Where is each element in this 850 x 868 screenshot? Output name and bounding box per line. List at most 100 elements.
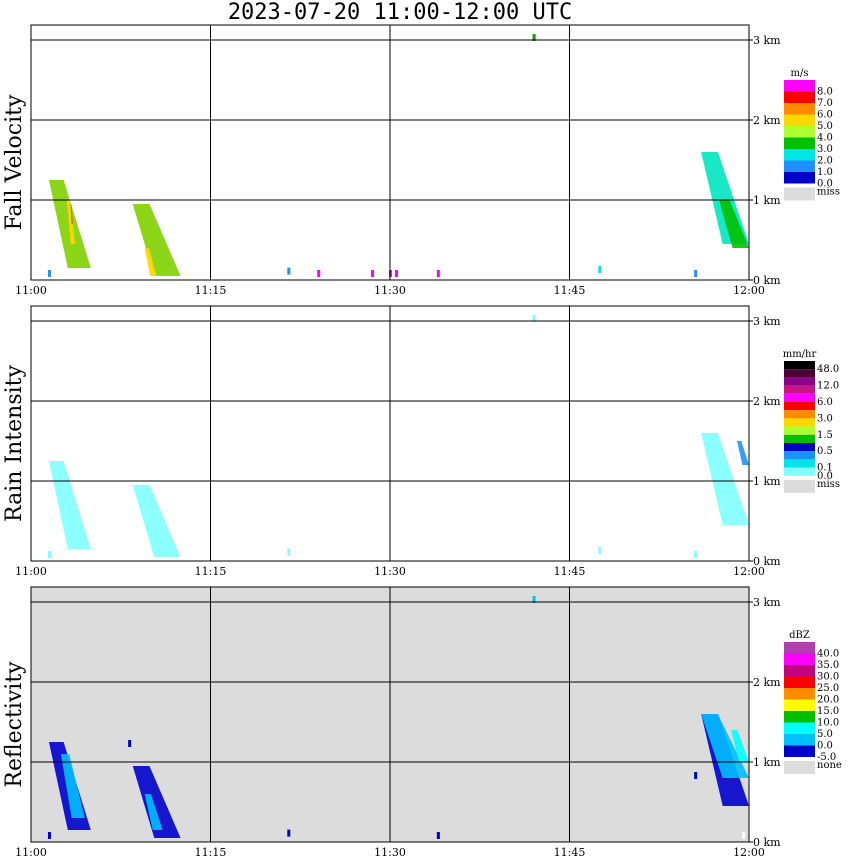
legend-level: 0.5: [817, 446, 833, 457]
legend-swatch: [784, 369, 815, 378]
x-tick-label: 11:00: [15, 565, 47, 578]
x-tick-label: 11:00: [15, 846, 47, 859]
legend-swatch: [784, 377, 815, 386]
legend-level: 6.0: [817, 397, 833, 408]
legend-unit: mm/hr: [783, 349, 817, 360]
panel-2: 0 km 1 km 2 km 3 km 11:00 11:15 11:30 11:45 12:0…: [2, 305, 840, 578]
y-tick-label: 1 km: [753, 194, 781, 207]
legend-level: 0.0: [817, 741, 833, 752]
echo-region: [731, 730, 749, 762]
x-tick-label: 11:15: [195, 565, 227, 578]
x-tick-label: 12:00: [733, 846, 765, 859]
echo-speckle: [598, 266, 602, 273]
legend-missing-label: miss: [817, 479, 840, 490]
echo-speckle: [436, 270, 440, 277]
y-tick-label: 2 km: [753, 114, 781, 127]
legend-swatch: [784, 676, 815, 688]
legend-swatch: [784, 410, 815, 419]
echo-speckle: [47, 551, 51, 558]
x-tick-label: 11:00: [15, 284, 47, 297]
legend-swatch: [784, 402, 815, 411]
legend-unit: m/s: [791, 68, 809, 79]
legend-missing-swatch: [784, 761, 815, 774]
legend-missing-swatch: [784, 187, 815, 201]
legend-level: 2.0: [817, 156, 833, 167]
plot-frame: [30, 24, 750, 281]
legend-missing-label: none: [817, 760, 842, 771]
echo-speckle: [287, 267, 291, 275]
echo-speckle: [598, 547, 602, 554]
legend-level: 1.0: [817, 167, 833, 178]
y-tick-label: 0 km: [753, 274, 781, 287]
legend-level: -5.0: [817, 752, 836, 763]
echo-speckle: [694, 270, 698, 277]
legend-level: 8.0: [817, 87, 833, 98]
legend-swatch: [784, 734, 815, 746]
legend-swatch: [784, 160, 815, 172]
legend-swatch: [784, 137, 815, 149]
legend-swatch: [784, 103, 815, 115]
echo-region: [132, 485, 181, 557]
legend-swatch: [784, 688, 815, 700]
legend-level: 0.1: [817, 463, 833, 474]
y-tick-label: 3 km: [753, 34, 781, 47]
legend-level: 25.0: [817, 683, 839, 694]
legend-swatch: [784, 361, 815, 370]
x-tick-label: 11:30: [374, 565, 406, 578]
legend-missing-label: miss: [817, 187, 840, 198]
x-tick-label: 12:00: [733, 565, 765, 578]
echo-region: [132, 766, 181, 838]
panel-label: Rain Intensity: [2, 364, 27, 521]
legend-level: 1.5: [817, 430, 833, 441]
echo-speckle: [694, 551, 698, 558]
figure-title: 2023-07-20 11:00-12:00 UTC: [227, 0, 573, 25]
x-tick-label: 11:15: [195, 284, 227, 297]
panel-label: Reflectivity: [2, 661, 27, 788]
legend-swatch: [784, 722, 815, 734]
legend-swatch: [784, 745, 815, 757]
echo-region: [48, 461, 91, 549]
echo-speckle: [287, 548, 291, 556]
legend-swatch: [784, 711, 815, 723]
legend-level: 20.0: [817, 695, 839, 706]
echo-speckle: [532, 34, 536, 41]
legend-level: 10.0: [817, 718, 839, 729]
x-tick-label: 12:00: [733, 284, 765, 297]
legend-swatch: [784, 653, 815, 665]
echo-speckle: [317, 270, 321, 277]
legend-swatch: [784, 172, 815, 184]
legend-swatch: [784, 642, 815, 654]
legend-level: 7.0: [817, 98, 833, 109]
legend-swatch: [784, 459, 815, 468]
y-tick-label: 2 km: [753, 395, 781, 408]
echo-speckle: [532, 315, 536, 322]
echo-region: [144, 794, 163, 830]
y-tick-label: 0 km: [753, 836, 781, 849]
echo-region: [70, 204, 73, 224]
legend-level: 5.0: [817, 729, 833, 740]
echo-speckle: [742, 832, 746, 839]
legend-level: 5.0: [817, 121, 833, 132]
echo-speckle: [47, 832, 51, 839]
y-tick-label: 3 km: [753, 596, 781, 609]
legend-swatch: [784, 434, 815, 443]
panel-label: Fall Velocity: [2, 94, 27, 230]
x-tick-label: 11:30: [374, 284, 406, 297]
echo-speckle: [287, 829, 291, 837]
y-tick-label: 3 km: [753, 315, 781, 328]
x-tick-label: 11:45: [554, 565, 586, 578]
legend-level: 30.0: [817, 672, 839, 683]
echo-region: [701, 433, 749, 525]
legend-swatch: [784, 418, 815, 427]
y-tick-label: 1 km: [753, 475, 781, 488]
echo-speckle: [47, 270, 51, 277]
legend-swatch: [784, 443, 815, 452]
echo-speckle: [128, 740, 132, 747]
legend-swatch: [784, 665, 815, 677]
echo-region: [144, 248, 157, 276]
panel-1: 0 km 1 km 2 km 3 km 11:00 11:15 11:30 11:45 12:0…: [2, 24, 840, 297]
plot-frame: [30, 586, 750, 843]
x-tick-label: 11:30: [374, 846, 406, 859]
legend-level: 3.0: [817, 413, 833, 424]
